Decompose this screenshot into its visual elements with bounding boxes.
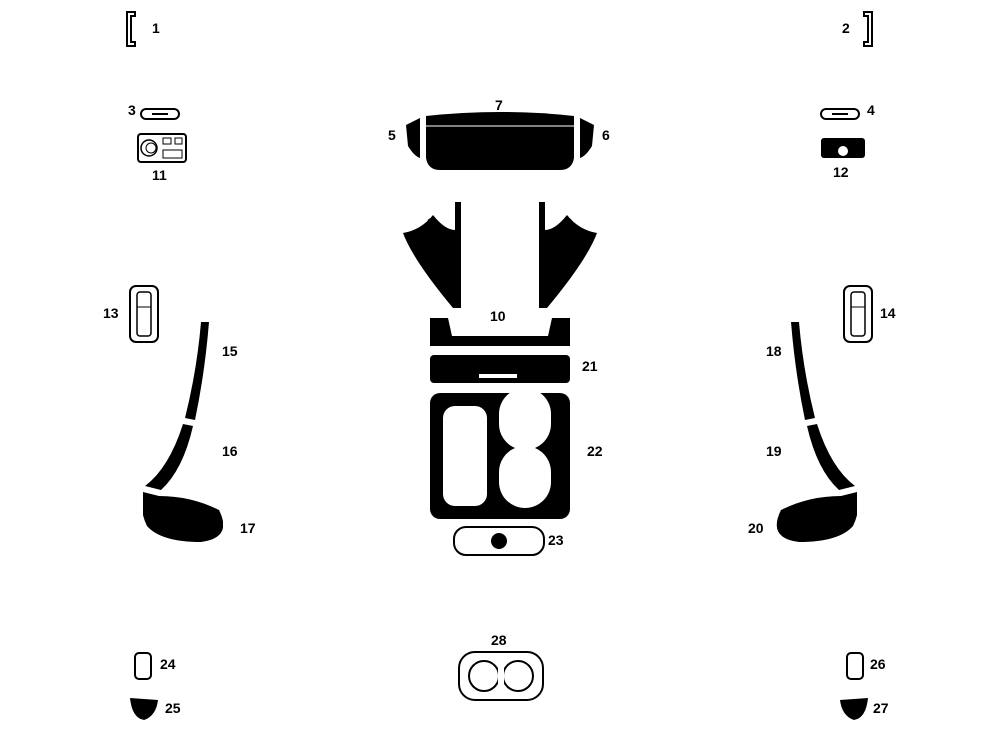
part-28 bbox=[458, 651, 544, 701]
part-3 bbox=[140, 108, 180, 120]
label-11: 11 bbox=[152, 167, 167, 183]
part-1 bbox=[125, 10, 139, 48]
label-19: 19 bbox=[766, 443, 782, 459]
part-24 bbox=[134, 652, 152, 680]
label-12: 12 bbox=[833, 164, 849, 180]
part-11 bbox=[137, 133, 187, 163]
part-2 bbox=[860, 10, 874, 48]
label-26: 26 bbox=[870, 656, 886, 672]
label-21: 21 bbox=[582, 358, 598, 374]
label-9: 9 bbox=[565, 215, 573, 231]
label-7: 7 bbox=[495, 97, 503, 113]
part-12 bbox=[820, 137, 866, 161]
part-27 bbox=[838, 696, 870, 722]
part-18-19-20 bbox=[773, 320, 857, 545]
label-18: 18 bbox=[766, 343, 782, 359]
label-23: 23 bbox=[548, 532, 564, 548]
label-1: 1 bbox=[152, 20, 160, 36]
label-28: 28 bbox=[491, 632, 507, 648]
part-15-16-17 bbox=[143, 320, 223, 545]
label-22: 22 bbox=[587, 443, 603, 459]
part-23 bbox=[453, 526, 545, 556]
label-2: 2 bbox=[842, 20, 850, 36]
part-4 bbox=[820, 108, 860, 120]
part-26 bbox=[846, 652, 864, 680]
label-25: 25 bbox=[165, 700, 181, 716]
label-3: 3 bbox=[128, 102, 136, 118]
label-24: 24 bbox=[160, 656, 176, 672]
label-13: 13 bbox=[103, 305, 119, 321]
part-5-6-7 bbox=[404, 110, 596, 174]
label-8: 8 bbox=[427, 215, 435, 231]
label-4: 4 bbox=[867, 102, 875, 118]
label-20: 20 bbox=[748, 520, 764, 536]
label-15: 15 bbox=[222, 343, 238, 359]
label-16: 16 bbox=[222, 443, 238, 459]
label-14: 14 bbox=[880, 305, 896, 321]
part-22 bbox=[429, 392, 571, 522]
label-6: 6 bbox=[602, 127, 610, 143]
label-5: 5 bbox=[388, 127, 396, 143]
part-21 bbox=[429, 354, 571, 384]
label-17: 17 bbox=[240, 520, 256, 536]
label-10: 10 bbox=[490, 308, 506, 324]
label-27: 27 bbox=[873, 700, 889, 716]
part-25 bbox=[128, 696, 160, 722]
